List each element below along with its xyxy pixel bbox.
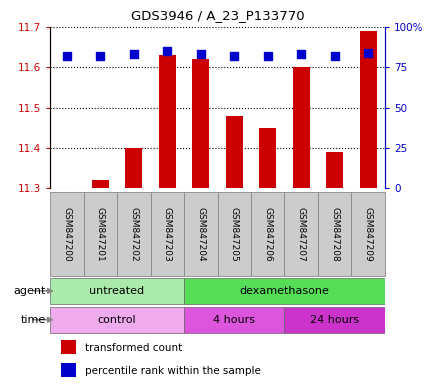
Text: GSM847208: GSM847208 [329, 207, 339, 262]
Bar [92, 180, 108, 188]
Text: dexamethasone: dexamethasone [239, 286, 329, 296]
Bar [225, 116, 242, 188]
Point [364, 50, 371, 56]
Bar [250, 192, 284, 276]
Bar [150, 192, 184, 276]
Bar [351, 192, 384, 276]
Bar [317, 192, 351, 276]
Bar [192, 59, 209, 188]
Text: percentile rank within the sample: percentile rank within the sample [85, 366, 260, 376]
Text: GSM847202: GSM847202 [129, 207, 138, 262]
Bar [184, 278, 384, 304]
Bar [117, 192, 150, 276]
Bar [284, 307, 384, 333]
Bar [217, 192, 250, 276]
Bar [50, 192, 83, 276]
Bar [359, 31, 376, 188]
Bar [284, 192, 317, 276]
Text: GSM847203: GSM847203 [162, 207, 171, 262]
Point [297, 51, 304, 57]
Bar [158, 55, 175, 188]
Point [97, 53, 104, 59]
Text: GSM847206: GSM847206 [263, 207, 272, 262]
Bar [292, 67, 309, 188]
Bar [61, 362, 76, 376]
Bar [125, 148, 142, 188]
Text: agent: agent [13, 286, 46, 296]
Bar [326, 152, 342, 188]
Text: GSM847207: GSM847207 [296, 207, 305, 262]
Text: control: control [98, 314, 136, 325]
Text: 24 hours: 24 hours [309, 314, 358, 325]
Point [331, 53, 338, 59]
Bar [50, 278, 184, 304]
Bar [259, 128, 276, 188]
Text: GSM847209: GSM847209 [363, 207, 372, 262]
Bar [61, 340, 76, 354]
Point [264, 53, 271, 59]
Text: 4 hours: 4 hours [213, 314, 255, 325]
Bar [83, 192, 117, 276]
Text: GSM847200: GSM847200 [62, 207, 71, 262]
Text: time: time [20, 314, 46, 325]
Text: transformed count: transformed count [85, 343, 182, 353]
Point [197, 51, 204, 57]
Point [130, 51, 137, 57]
Text: GSM847205: GSM847205 [229, 207, 238, 262]
Text: untreated: untreated [89, 286, 144, 296]
Bar [184, 192, 217, 276]
Point [230, 53, 237, 59]
Text: GSM847204: GSM847204 [196, 207, 205, 262]
Text: GSM847201: GSM847201 [95, 207, 105, 262]
Text: GDS3946 / A_23_P133770: GDS3946 / A_23_P133770 [130, 9, 304, 22]
Point [164, 48, 171, 54]
Point [63, 53, 70, 59]
Bar [184, 307, 284, 333]
Bar [50, 307, 184, 333]
